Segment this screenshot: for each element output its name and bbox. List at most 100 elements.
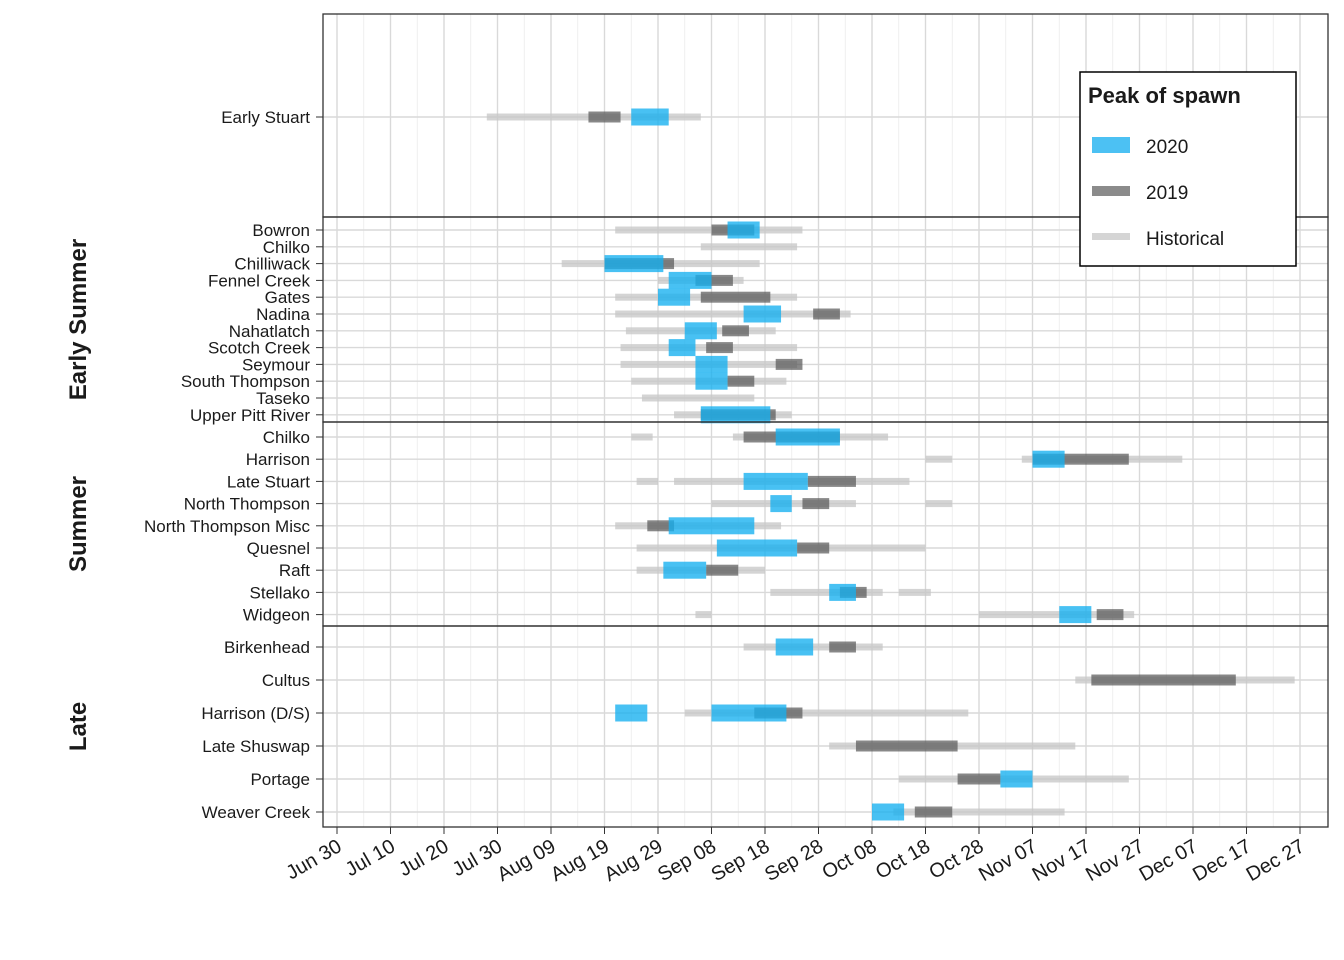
stock-label: Taseko xyxy=(256,389,310,408)
bar-2019 xyxy=(1091,674,1236,686)
stock-label: Widgeon xyxy=(243,606,310,625)
stock-label: Late Stuart xyxy=(227,472,310,491)
x-tick-label: Dec 27 xyxy=(1243,835,1309,886)
stock-label: Gates xyxy=(265,288,310,307)
x-tick-label: Oct 18 xyxy=(872,835,934,884)
bar-2020 xyxy=(658,288,691,306)
bar-2019 xyxy=(1096,609,1124,621)
bar-2020 xyxy=(695,372,728,390)
bar-2020 xyxy=(668,339,696,357)
bar-2019 xyxy=(829,641,856,653)
stock-label: Quesnel xyxy=(247,539,310,558)
stock-label: South Thompson xyxy=(181,372,310,391)
bar-2020 xyxy=(604,255,664,273)
x-tick-label: Nov 07 xyxy=(975,835,1041,886)
bar-2019 xyxy=(855,740,958,752)
bar-2020 xyxy=(615,704,648,722)
stock-label: Nahatlatch xyxy=(229,322,310,341)
bar-2020 xyxy=(743,305,782,323)
bar-2020 xyxy=(684,322,717,340)
bar-2020 xyxy=(727,221,760,239)
stock-label: Chilko xyxy=(263,428,310,447)
bar-2019 xyxy=(914,806,953,818)
bar-2019 xyxy=(722,325,749,337)
stock-label: Nadina xyxy=(256,305,310,324)
facet-labels: Early Summer Summer Late xyxy=(65,239,92,751)
historical-bar xyxy=(615,226,803,234)
stock-label: Late Shuswap xyxy=(202,737,310,756)
bar-2020 xyxy=(775,428,840,446)
stock-labels: Early Stuart Bowron Chilko ChilliwackFennel… xyxy=(144,108,323,822)
bar-2019 xyxy=(775,358,803,370)
stock-label: Birkenhead xyxy=(224,638,310,657)
historical-bar xyxy=(641,394,755,402)
x-tick-label: Nov 27 xyxy=(1082,835,1148,886)
x-tick-label: Sep 28 xyxy=(761,835,827,886)
x-tick-label: Aug 29 xyxy=(601,835,667,886)
stock-label: Cultus xyxy=(262,671,310,690)
bar-2020 xyxy=(1059,606,1092,624)
historical-bar xyxy=(695,611,712,619)
historical-bar xyxy=(770,588,883,596)
historical-bar xyxy=(925,455,953,463)
facet-label: Early Summer xyxy=(65,239,92,400)
bar-2020 xyxy=(631,108,669,126)
x-tick-label: Dec 17 xyxy=(1189,835,1255,886)
bar-2020 xyxy=(1000,770,1033,788)
bar-2020 xyxy=(716,539,798,557)
bar-2020 xyxy=(668,271,712,289)
x-tick-label: Jul 10 xyxy=(342,835,399,881)
historical-bar xyxy=(700,243,798,251)
bar-2019 xyxy=(706,342,733,354)
stock-label: North Thompson Misc xyxy=(144,517,310,536)
legend: Peak of spawn 2020 2019 Historical xyxy=(1079,71,1297,267)
bar-2019 xyxy=(647,520,675,532)
bar-2019 xyxy=(802,498,830,510)
x-tick-label: Jun 30 xyxy=(282,835,345,884)
bar-2020 xyxy=(1032,450,1065,468)
legend-label-2020: 2020 xyxy=(1146,137,1188,158)
stock-label: Early Stuart xyxy=(221,108,310,127)
stock-label: Scotch Creek xyxy=(208,339,311,358)
stock-label: North Thompson xyxy=(184,495,310,514)
x-tick-label: Oct 08 xyxy=(818,835,880,884)
stock-label: Harrison (D/S) xyxy=(201,704,310,723)
x-tick-label: Oct 28 xyxy=(925,835,987,884)
legend-label-2019: 2019 xyxy=(1146,183,1188,204)
x-tick-label: Nov 17 xyxy=(1029,835,1095,886)
x-tick-label: Aug 19 xyxy=(547,835,613,886)
stock-label: Chilliwack xyxy=(234,255,310,274)
historical-bar xyxy=(684,709,969,717)
legend-title: Peak of spawn xyxy=(1088,83,1241,108)
panel-frames xyxy=(322,13,1329,828)
stock-label: Raft xyxy=(279,561,310,580)
bar-2019 xyxy=(695,274,733,286)
stock-label: Fennel Creek xyxy=(208,271,311,290)
bar-2019 xyxy=(813,308,840,320)
x-tick-label: Jul 20 xyxy=(395,835,452,881)
bar-2020 xyxy=(711,704,787,722)
spawn-bars xyxy=(486,108,1295,821)
bar-2020 xyxy=(743,472,808,490)
stock-label: Stellako xyxy=(250,583,310,602)
legend-swatch-historical xyxy=(1092,233,1130,240)
x-tick-label: Sep 18 xyxy=(708,835,774,886)
bar-2019 xyxy=(700,291,771,303)
bar-2020 xyxy=(872,803,905,821)
historical-bar xyxy=(615,310,851,318)
bar-2020 xyxy=(829,583,856,601)
bar-2019 xyxy=(807,475,856,487)
stock-label: Portage xyxy=(250,770,310,789)
historical-bar xyxy=(979,611,1135,619)
facet-label: Late xyxy=(65,702,92,751)
bar-2020 xyxy=(770,495,792,513)
stock-label: Seymour xyxy=(242,355,310,374)
bar-2019 xyxy=(588,111,621,123)
bar-2020 xyxy=(663,561,707,579)
bar-2019 xyxy=(727,375,755,387)
bar-2019 xyxy=(957,773,1001,785)
stock-label: Bowron xyxy=(252,221,310,240)
bar-2020 xyxy=(700,406,771,424)
